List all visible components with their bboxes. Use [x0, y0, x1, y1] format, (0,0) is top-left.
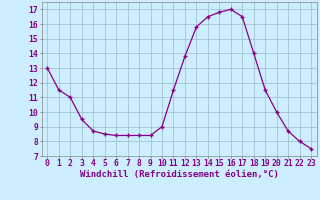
X-axis label: Windchill (Refroidissement éolien,°C): Windchill (Refroidissement éolien,°C): [80, 170, 279, 179]
